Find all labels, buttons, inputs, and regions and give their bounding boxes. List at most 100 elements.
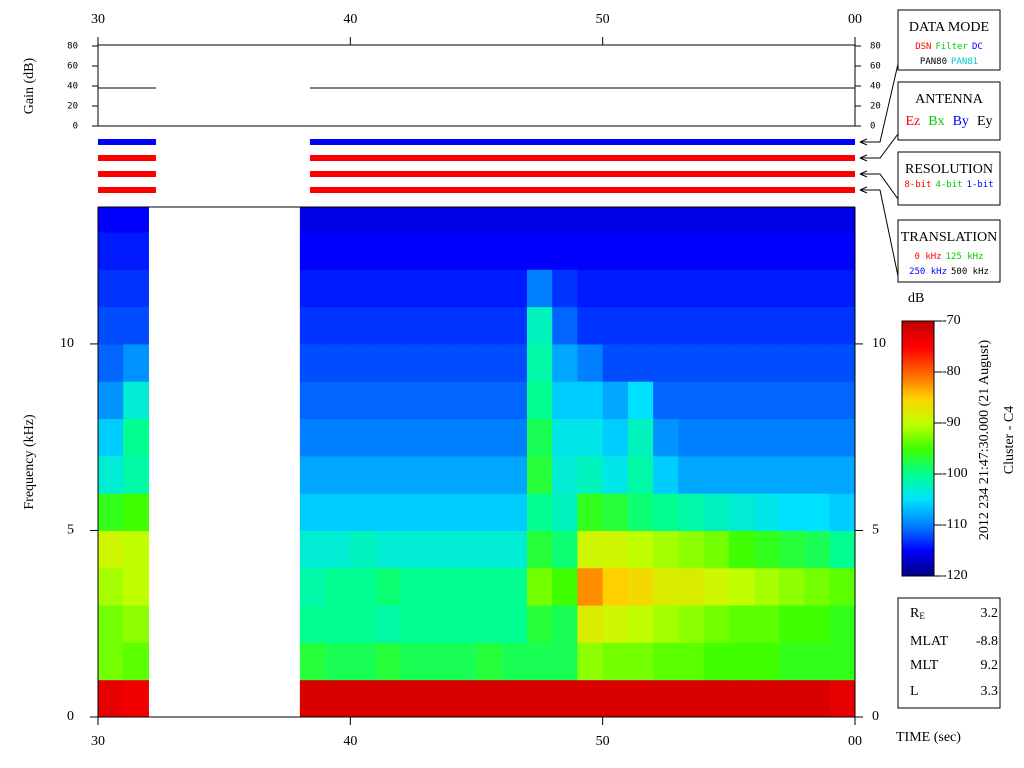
spectrogram-cell	[627, 418, 654, 457]
colorbar-swatch	[902, 359, 934, 363]
gain-tick-label: 60	[870, 62, 881, 72]
spectrogram-cell	[123, 306, 149, 345]
spectrogram-cell	[476, 381, 503, 420]
colorbar-swatch	[902, 479, 934, 483]
spectrogram-cell	[476, 231, 503, 270]
spectrogram-cell	[123, 231, 149, 270]
spectrogram-cell	[350, 493, 377, 531]
colorbar-swatch	[902, 336, 934, 340]
spectrogram-cell	[98, 455, 124, 494]
spectrogram-cell	[779, 381, 806, 420]
colorbar-swatch	[902, 405, 934, 409]
colorbar-swatch	[902, 351, 934, 355]
spectrogram-cell	[703, 455, 730, 494]
spectrogram-cell	[728, 605, 755, 643]
spectrogram-cell	[299, 642, 326, 681]
legend-item: DC	[972, 42, 983, 52]
spectrogram-cell	[426, 269, 452, 308]
spectrogram-cell	[426, 381, 452, 420]
spectrogram-cell	[451, 605, 477, 643]
colorbar-swatch	[902, 392, 934, 396]
legend-item: Ez	[905, 114, 920, 129]
info-value: -8.8	[976, 634, 998, 649]
spectrogram-cell	[325, 679, 351, 717]
x-tick-label: 50	[596, 12, 610, 27]
arrow	[860, 189, 899, 277]
colorbar-swatch	[902, 499, 934, 503]
spectrogram-cell	[299, 343, 326, 382]
legend-row: 8-bit 4-bit 1-bit	[904, 180, 993, 190]
info-label: MLT	[910, 658, 939, 673]
spectrogram-cell	[325, 231, 351, 270]
colorbar-swatch	[902, 415, 934, 419]
spectrogram-cell	[451, 306, 477, 345]
colorbar-swatch	[902, 558, 934, 562]
spectrogram-cell	[754, 381, 780, 420]
spectrogram-cell	[754, 207, 780, 233]
x-tick-label: 00	[848, 12, 862, 27]
spectrogram-cell	[375, 605, 402, 643]
spectrogram-cell	[526, 530, 553, 569]
spectrogram-cell	[426, 642, 452, 681]
colorbar-swatch	[902, 326, 934, 330]
spectrogram-cell	[779, 679, 806, 717]
spectrogram-cell	[123, 455, 149, 494]
spectrogram-cell	[653, 381, 679, 420]
y-tick-label: 5	[67, 523, 74, 538]
spectrogram-cell	[375, 343, 402, 382]
legend-item: DSN	[915, 42, 931, 52]
status-bar	[98, 139, 157, 145]
spectrogram-cell	[653, 343, 679, 382]
spectrogram-cell	[653, 642, 679, 681]
spectrogram-cell	[829, 567, 855, 606]
spectrogram-cell	[476, 679, 503, 717]
colorbar-swatch	[902, 530, 934, 534]
spectrogram-cell	[653, 418, 679, 457]
spectrogram-cell	[400, 207, 427, 233]
spectrogram-cell	[123, 642, 149, 681]
legend-title: ANTENNA	[915, 92, 984, 107]
colorbar-swatch	[902, 349, 934, 353]
spectrogram-cell	[299, 269, 326, 308]
spectrogram-cell	[451, 679, 477, 717]
spectrogram-cell	[299, 306, 326, 345]
spectrogram-cell	[829, 269, 855, 308]
colorbar-swatch	[902, 525, 934, 529]
spectrogram-cell	[98, 530, 124, 569]
spectrogram-cell	[325, 306, 351, 345]
spectrogram-cell	[501, 269, 528, 308]
colorbar-swatch	[902, 565, 934, 569]
spectrogram-cell	[426, 493, 452, 531]
annotation: Cluster - C4	[1002, 406, 1017, 474]
spectrogram-cell	[653, 269, 679, 308]
spectrogram-cell	[426, 207, 452, 233]
spectrogram-cell	[779, 493, 806, 531]
colorbar-swatch	[902, 532, 934, 536]
spectrogram-cell	[426, 567, 452, 606]
spectrogram-cell	[299, 455, 326, 494]
spectrogram-cell	[602, 207, 629, 233]
spectrogram-cell	[98, 343, 124, 382]
colorbar-swatch	[902, 374, 934, 378]
spectrogram-cell	[627, 493, 654, 531]
spectrogram-cell	[703, 493, 730, 531]
colorbar-swatch	[902, 338, 934, 342]
spectrogram-cell	[501, 605, 528, 643]
spectrogram-cell	[98, 605, 124, 643]
colorbar-swatch	[902, 428, 934, 432]
y-tick-label: 10	[872, 336, 886, 351]
colorbar-swatch	[902, 346, 934, 350]
spectrogram-cell	[400, 455, 427, 494]
colorbar-swatch	[902, 463, 934, 467]
gain-tick-label: 20	[870, 102, 881, 112]
spectrogram-cell	[552, 567, 578, 606]
spectrogram-cell	[703, 642, 730, 681]
colorbar-swatch	[902, 435, 934, 439]
spectrogram-cell	[678, 269, 705, 308]
colorbar-swatch	[902, 468, 934, 472]
info-value: 3.3	[981, 684, 999, 699]
spectrogram-cell	[299, 231, 326, 270]
spectrogram-cell	[350, 343, 377, 382]
colorbar-swatch	[902, 560, 934, 564]
spectrogram-cell	[552, 343, 578, 382]
